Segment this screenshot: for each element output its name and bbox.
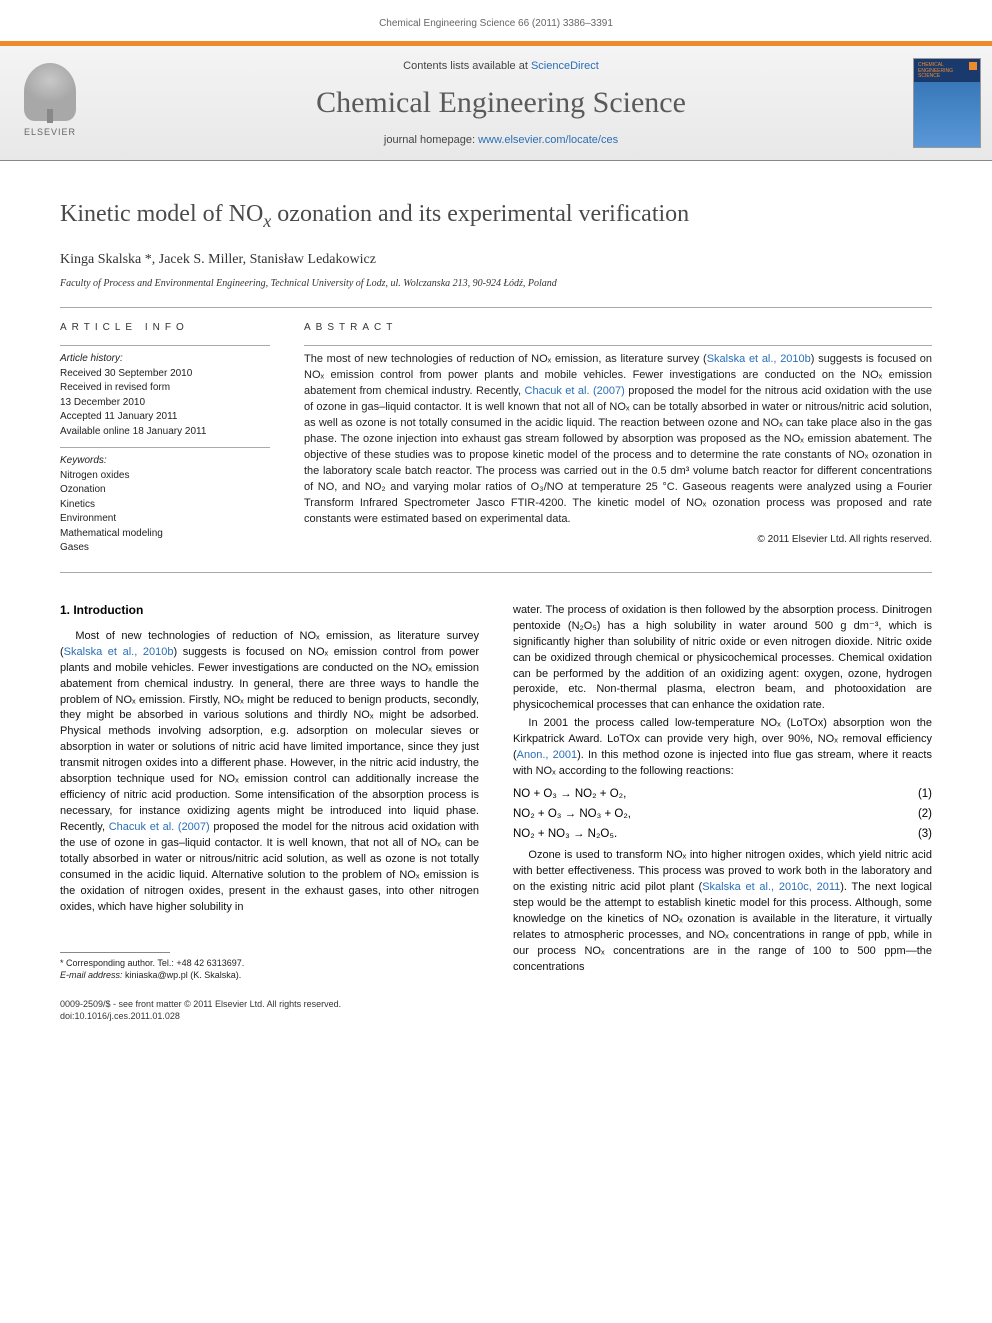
article-title: Kinetic model of NOx ozonation and its e… (60, 199, 932, 232)
homepage-line: journal homepage: www.elsevier.com/locat… (384, 134, 618, 146)
homepage-link[interactable]: www.elsevier.com/locate/ces (478, 134, 618, 146)
keywords-block: Keywords: Nitrogen oxides Ozonation Kine… (60, 448, 270, 556)
equation-1: NO + O₃ → NO₂ + O₂, (1) (513, 788, 932, 800)
revised-line-2: 13 December 2010 (60, 396, 270, 411)
publisher-logo-area: ELSEVIER (0, 46, 100, 160)
info-abstract-row: ARTICLE INFO Article history: Received 3… (60, 308, 932, 572)
eq2-num: (2) (918, 808, 932, 820)
eq1-body: NO + O₃ → NO₂ + O₂, (513, 788, 626, 800)
keyword: Gases (60, 541, 270, 556)
keyword: Mathematical modeling (60, 527, 270, 542)
p3-cite[interactable]: Anon., 2001 (517, 749, 577, 761)
affiliation: Faculty of Process and Environmental Eng… (60, 278, 932, 289)
eq2-body: NO₂ + O₃ → NO₃ + O₂, (513, 808, 631, 820)
footer-line-2: doi:10.1016/j.ces.2011.01.028 (60, 1010, 479, 1023)
keyword: Kinetics (60, 498, 270, 513)
history-label: Article history: (60, 352, 270, 367)
para-4: Ozone is used to transform NOₓ into high… (513, 848, 932, 976)
cover-label: CHEMICAL ENGINEERING SCIENCE (918, 63, 953, 80)
para-2: water. The process of oxidation is then … (513, 603, 932, 715)
keywords-label: Keywords: (60, 454, 270, 469)
abstract-seg-1: The most of new technologies of reductio… (304, 353, 707, 365)
p4-cite[interactable]: Skalska et al., 2010c, 2011 (702, 881, 840, 893)
elsevier-logo[interactable]: ELSEVIER (15, 63, 85, 143)
article-info-col: ARTICLE INFO Article history: Received 3… (60, 322, 270, 556)
right-column: water. The process of oxidation is then … (513, 603, 932, 1023)
homepage-prefix: journal homepage: (384, 134, 478, 146)
p1-cite-2[interactable]: Chacuk et al. (2007) (109, 821, 210, 833)
journal-banner: ELSEVIER Contents lists available at Sci… (0, 41, 992, 161)
abstract-text: The most of new technologies of reductio… (304, 346, 932, 527)
eq3-num: (3) (918, 828, 932, 840)
online-date: Available online 18 January 2011 (60, 425, 270, 440)
contents-line: Contents lists available at ScienceDirec… (403, 60, 599, 72)
para-3: In 2001 the process called low-temperatu… (513, 716, 932, 780)
abstract-heading: ABSTRACT (304, 322, 932, 333)
email-label: E-mail address: (60, 970, 123, 980)
cover-thumb-area: CHEMICAL ENGINEERING SCIENCE (902, 46, 992, 160)
eq3-body: NO₂ + NO₃ → N₂O₅. (513, 828, 617, 840)
email-value: kiniaska@wp.pl (K. Skalska). (123, 970, 242, 980)
corr-email: E-mail address: kiniaska@wp.pl (K. Skals… (60, 969, 479, 982)
eq1-num: (1) (918, 788, 932, 800)
keyword: Environment (60, 512, 270, 527)
corresponding-footnote: * Corresponding author. Tel.: +48 42 631… (60, 957, 479, 982)
keyword: Ozonation (60, 483, 270, 498)
equation-3: NO₂ + NO₃ → N₂O₅. (3) (513, 828, 932, 840)
page-footer: 0009-2509/$ - see front matter © 2011 El… (60, 998, 479, 1023)
accepted-date: Accepted 11 January 2011 (60, 410, 270, 425)
abstract-col: ABSTRACT The most of new technologies of… (304, 322, 932, 556)
title-post: ozonation and its experimental verificat… (271, 201, 689, 227)
journal-name: Chemical Engineering Science (316, 86, 686, 120)
journal-cover-thumb[interactable]: CHEMICAL ENGINEERING SCIENCE (913, 58, 981, 148)
keyword: Nitrogen oxides (60, 469, 270, 484)
footnote-rule (60, 952, 170, 953)
left-column: 1. Introduction Most of new technologies… (60, 603, 479, 1023)
corr-author: * Corresponding author. Tel.: +48 42 631… (60, 957, 479, 970)
p1-cite-1[interactable]: Skalska et al., 2010b (64, 646, 174, 658)
title-pre: Kinetic model of NO (60, 201, 263, 227)
journal-citation: Chemical Engineering Science 66 (2011) 3… (0, 0, 992, 41)
p1-c: proposed the model for the nitrous acid … (60, 821, 479, 913)
footer-line-1: 0009-2509/$ - see front matter © 2011 El… (60, 998, 479, 1011)
p1-b: ) suggests is focused on NOₓ emission co… (60, 646, 479, 833)
p4-b: ). The next logical step would be the at… (513, 881, 932, 973)
banner-center: Contents lists available at ScienceDirec… (100, 46, 902, 160)
received-date: Received 30 September 2010 (60, 367, 270, 382)
para-1: Most of new technologies of reduction of… (60, 629, 479, 916)
publisher-name: ELSEVIER (24, 127, 76, 137)
abstract-copyright: © 2011 Elsevier Ltd. All rights reserved… (304, 534, 932, 545)
sciencedirect-link[interactable]: ScienceDirect (531, 60, 599, 72)
article-body: Kinetic model of NOx ozonation and its e… (0, 161, 992, 1043)
authors: Kinga Skalska *, Jacek S. Miller, Stanis… (60, 252, 932, 268)
equation-2: NO₂ + O₃ → NO₃ + O₂, (2) (513, 808, 932, 820)
body-columns: 1. Introduction Most of new technologies… (60, 573, 932, 1023)
intro-heading: 1. Introduction (60, 603, 479, 617)
abstract-cite-1[interactable]: Skalska et al., 2010b (707, 353, 811, 365)
article-history: Article history: Received 30 September 2… (60, 346, 270, 439)
contents-prefix: Contents lists available at (403, 60, 531, 72)
elsevier-tree-icon (24, 63, 76, 121)
abstract-cite-2[interactable]: Chacuk et al. (2007) (525, 385, 625, 397)
abstract-seg-3: proposed the model for the nitrous acid … (304, 385, 932, 525)
article-info-heading: ARTICLE INFO (60, 322, 270, 333)
revised-line-1: Received in revised form (60, 381, 270, 396)
